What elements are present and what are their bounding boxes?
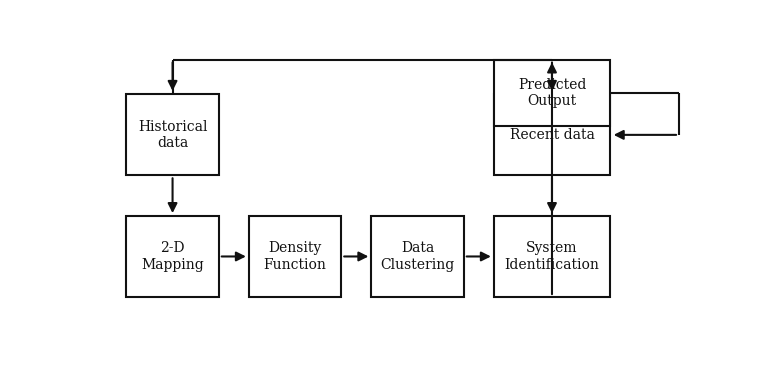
Bar [249, 216, 342, 297]
Text: Predicted
Output: Predicted Output [518, 78, 586, 108]
Text: Density
Function: Density Function [264, 241, 326, 271]
Text: Historical
data: Historical data [138, 120, 207, 150]
Bar [493, 216, 611, 297]
Bar [126, 94, 219, 175]
Bar [493, 94, 611, 175]
Text: 2-D
Mapping: 2-D Mapping [141, 241, 204, 271]
Text: Data
Clustering: Data Clustering [380, 241, 455, 271]
Bar [493, 60, 611, 126]
Text: System
Identification: System Identification [504, 241, 599, 271]
Text: Recent data: Recent data [510, 128, 594, 142]
Bar [371, 216, 464, 297]
Bar [126, 216, 219, 297]
